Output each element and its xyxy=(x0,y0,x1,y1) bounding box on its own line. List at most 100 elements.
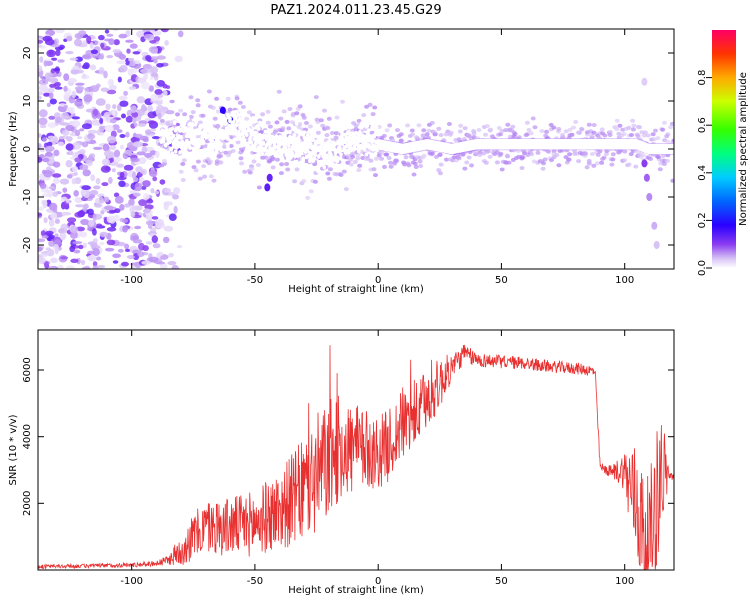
spectrogram-cell xyxy=(147,111,157,119)
spectrogram-cell xyxy=(198,127,202,131)
spectrogram-cell xyxy=(133,188,142,192)
spectrogram-cell xyxy=(305,195,311,200)
spectrogram-cell xyxy=(121,218,129,223)
spectrogram-cell xyxy=(65,159,73,168)
spectrogram-cell xyxy=(152,176,158,182)
spectrogram-cell xyxy=(116,60,127,65)
spectrogram-cell xyxy=(421,128,427,133)
spectrogram-cell xyxy=(291,160,296,165)
spectrogram-cell xyxy=(66,174,73,179)
spectrogram-cell xyxy=(571,125,576,130)
spectrogram-cell xyxy=(45,247,51,251)
spectrogram-cell xyxy=(384,128,390,133)
spectrogram-cell xyxy=(485,149,491,154)
spectrogram-cell xyxy=(124,149,132,155)
spectrogram-cell xyxy=(471,131,477,136)
spectrogram-cell xyxy=(586,122,592,127)
spectrogram-cell xyxy=(458,123,464,128)
spectrogram-cell xyxy=(382,164,387,169)
snr-y-ticks: 2000 4000 6000 xyxy=(22,357,674,516)
spectrogram-cell xyxy=(113,39,120,46)
spectrogram-cell xyxy=(551,125,557,130)
spectrogram-cell xyxy=(244,116,250,121)
spectrogram-cell xyxy=(219,106,226,115)
spectrogram-cell xyxy=(278,148,282,152)
spectrogram-cell xyxy=(597,149,603,154)
spectrogram-cell xyxy=(95,197,100,205)
spectrogram-cell xyxy=(214,136,219,142)
spectrogram-cell xyxy=(258,133,262,138)
spectrogram-cell xyxy=(100,87,110,92)
spectrogram-cell xyxy=(150,29,155,34)
spectrogram-cell xyxy=(265,149,270,154)
spectrogram-cell xyxy=(599,160,605,165)
spectrogram-cell xyxy=(272,141,277,146)
spectrogram-cell xyxy=(112,253,121,259)
spectrogram-cell xyxy=(112,260,119,264)
spectrogram-cell xyxy=(373,151,378,156)
spectrogram-cell xyxy=(584,165,590,170)
spectrogram-cell xyxy=(155,108,162,114)
spectrogram-cell xyxy=(43,60,48,67)
spectrogram-cell xyxy=(54,46,64,51)
spectrogram-cell xyxy=(341,169,347,174)
spectrogram-cell xyxy=(215,123,221,128)
spectrogram-cell xyxy=(614,127,620,132)
spectrogram-cell xyxy=(641,159,648,168)
spectrogram-cell xyxy=(483,160,489,165)
spectrogram-cell xyxy=(556,127,562,131)
spectrogram-cell xyxy=(98,196,104,204)
spectrogram-cell xyxy=(66,35,73,42)
spectrogram-cell xyxy=(359,125,363,130)
spectrogram-cell xyxy=(319,144,323,149)
spectrogram-cell xyxy=(173,128,178,133)
spectrogram-cell xyxy=(239,161,245,166)
spectrogram-cell xyxy=(129,43,138,49)
tick-label: -10 xyxy=(22,189,33,205)
spectrogram-cell xyxy=(203,150,208,155)
spectrogram-cell xyxy=(106,89,117,95)
spectrogram-cell xyxy=(457,129,463,134)
spectrogram-cell xyxy=(296,141,297,153)
spectrogram-cell xyxy=(284,119,290,124)
spectrogram-cell xyxy=(499,167,505,172)
spectrogram-cell xyxy=(104,205,114,211)
spectrogram-cell xyxy=(451,155,457,160)
spectrogram-cell xyxy=(364,152,369,157)
spectrogram-cell xyxy=(201,164,207,169)
spectrogram-cell xyxy=(112,29,119,32)
spectrogram-cell xyxy=(266,173,273,182)
spectrogram-cell xyxy=(193,122,198,127)
spectrogram-cell xyxy=(49,266,56,269)
spectrogram-cell xyxy=(170,151,175,156)
spectrogram-cell xyxy=(81,266,91,269)
spectrogram-cell xyxy=(198,131,202,135)
spectrogram-cell xyxy=(657,167,663,172)
spectrogram-cell xyxy=(103,196,110,203)
spectrogram-cell xyxy=(74,86,85,91)
spectrogram-cell xyxy=(133,141,143,148)
spectrogram-cell xyxy=(38,143,42,148)
spectrogram-cell xyxy=(246,110,252,115)
spectrogram-cell xyxy=(73,190,79,197)
spectrogram-cell xyxy=(136,96,145,104)
spectrogram-cell xyxy=(331,140,336,145)
spectrogram-cell xyxy=(237,112,241,117)
spectrogram-cell xyxy=(477,152,483,157)
spectrogram-cell xyxy=(118,33,128,39)
tick-label: 10 xyxy=(22,95,33,108)
spectrogram-cell xyxy=(92,248,100,257)
spectrogram-cell xyxy=(279,152,283,158)
spectrogram-cell xyxy=(209,124,213,129)
spectrogram-cell xyxy=(395,128,400,133)
spectrogram-cell xyxy=(138,199,148,207)
spectrogram-cell xyxy=(67,77,77,84)
spectrogram-cell xyxy=(362,120,367,125)
spectrogram-cell xyxy=(417,159,423,164)
spectrogram-cell xyxy=(601,155,607,160)
spectrogram-cell xyxy=(82,54,91,59)
spectrogram-cell xyxy=(133,192,141,197)
spectrogram-cell xyxy=(257,126,261,131)
spectrogram-cell xyxy=(438,162,444,167)
tick-label: 0.2 xyxy=(697,212,708,228)
